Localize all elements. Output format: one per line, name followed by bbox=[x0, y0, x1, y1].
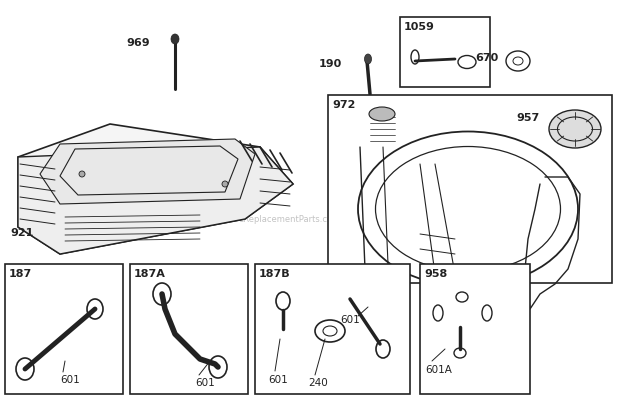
Text: 601: 601 bbox=[268, 374, 288, 384]
Polygon shape bbox=[18, 148, 293, 254]
Text: 187B: 187B bbox=[259, 268, 291, 278]
Text: 958: 958 bbox=[424, 268, 447, 278]
Bar bbox=[370, 115, 395, 147]
Text: 187A: 187A bbox=[134, 268, 166, 278]
Ellipse shape bbox=[365, 55, 371, 65]
Text: 240: 240 bbox=[308, 377, 328, 387]
Bar bbox=[5, 264, 123, 394]
Text: eReplacementParts.com: eReplacementParts.com bbox=[239, 215, 341, 224]
Ellipse shape bbox=[222, 182, 228, 188]
Bar bbox=[440, 299, 485, 327]
Bar bbox=[420, 264, 530, 394]
Text: 921: 921 bbox=[10, 227, 33, 237]
Text: 601: 601 bbox=[195, 377, 215, 387]
Bar bbox=[130, 264, 248, 394]
Text: 187: 187 bbox=[9, 268, 32, 278]
Text: 190: 190 bbox=[319, 59, 342, 69]
Ellipse shape bbox=[79, 172, 85, 178]
Text: 957: 957 bbox=[516, 113, 540, 123]
Polygon shape bbox=[18, 125, 293, 254]
Text: 1059: 1059 bbox=[404, 22, 435, 32]
Ellipse shape bbox=[369, 108, 395, 122]
Text: 972: 972 bbox=[332, 100, 355, 110]
Text: 601: 601 bbox=[60, 374, 80, 384]
Text: 601A: 601A bbox=[425, 364, 452, 374]
Polygon shape bbox=[40, 140, 255, 205]
Text: 670: 670 bbox=[476, 53, 499, 63]
Bar bbox=[400, 18, 490, 88]
Text: 969: 969 bbox=[126, 38, 150, 48]
Ellipse shape bbox=[171, 35, 179, 45]
Ellipse shape bbox=[549, 111, 601, 149]
Text: 601: 601 bbox=[340, 314, 360, 324]
Bar bbox=[255, 264, 410, 394]
Bar bbox=[328, 96, 612, 283]
